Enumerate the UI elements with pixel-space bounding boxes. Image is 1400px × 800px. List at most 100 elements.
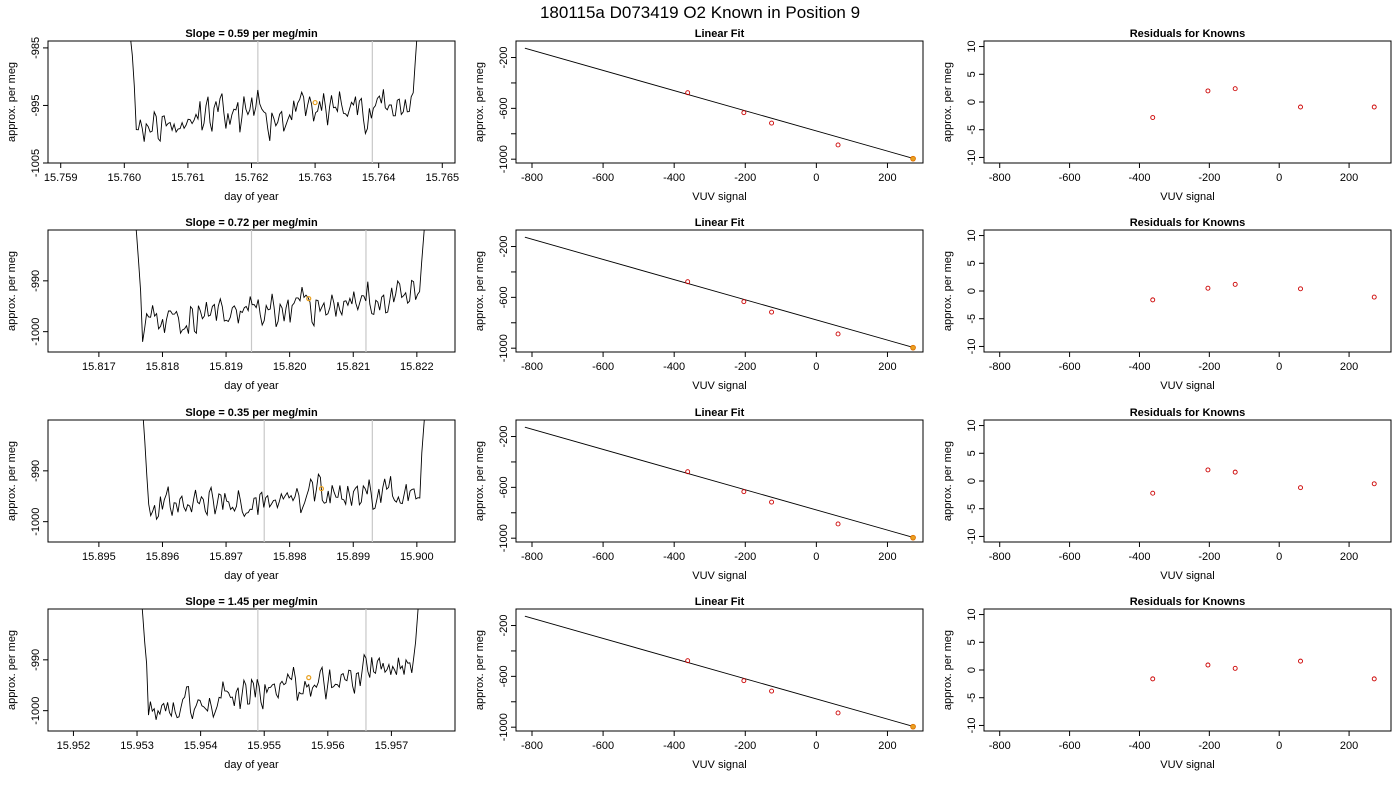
x-axis-label: VUV signal: [1160, 570, 1214, 582]
panel-title: Residuals for Knowns: [1130, 596, 1246, 608]
fit-point: [835, 521, 841, 527]
x-tick-label: -200: [734, 551, 756, 563]
residual-point: [1232, 281, 1238, 287]
plot-frame: [515, 229, 924, 353]
signal-trace: [130, 41, 418, 143]
fit-point: [741, 299, 747, 305]
fit-point: [741, 489, 747, 495]
panel-title: Slope = 0.72 per meg/min: [185, 217, 318, 229]
y-tick-label: 5: [966, 71, 978, 77]
x-tick-label: 15.898: [273, 551, 307, 563]
residual-point: [1150, 676, 1156, 682]
y-tick-label: 5: [966, 450, 978, 456]
y-tick-label: -1000: [30, 697, 42, 725]
panel-r3c2: Linear Fit -800 -600 -400 -200 0 200 -1000 -600 -…: [474, 407, 924, 582]
plot-frame: [47, 419, 456, 543]
figure-title: 180115a D073419 O2 Known in Position 9: [540, 3, 860, 22]
y-tick-label: -5: [966, 504, 978, 514]
plot-frame: [983, 608, 1392, 732]
panel-title: Slope = 0.35 per meg/min: [185, 407, 318, 419]
fit-point: [685, 658, 691, 664]
x-axis-label: VUV signal: [692, 380, 746, 392]
x-tick-label: -200: [734, 172, 756, 184]
y-axis-label: approx. per meg: [942, 441, 954, 521]
panel-r4c2: Linear Fit -800 -600 -400 -200 0 200 -1000 -600 -…: [474, 596, 924, 771]
y-tick-label: 10: [966, 40, 978, 52]
plot-area: [524, 47, 916, 162]
x-tick-label: 15.955: [247, 740, 281, 752]
y-tick-label: 0: [966, 288, 978, 294]
x-tick-label: 15.762: [235, 172, 269, 184]
x-tick-label: 15.819: [209, 361, 243, 373]
panel-r1c2: Linear Fit -800 -600 -400 -200 0 200 -1000 -600 -…: [474, 28, 924, 203]
x-tick-label: 15.763: [298, 172, 332, 184]
x-tick-label: 0: [813, 172, 819, 184]
fit-line: [524, 615, 915, 728]
x-tick-label: 15.765: [425, 172, 459, 184]
fit-point: [835, 710, 841, 716]
x-tick-label: 15.764: [362, 172, 396, 184]
x-tick-label: -200: [1198, 551, 1220, 563]
y-tick-label: 0: [966, 478, 978, 484]
plot-frame: [515, 419, 924, 543]
residual-point: [1232, 86, 1238, 92]
x-tick-label: 15.761: [171, 172, 205, 184]
current-point-marker: [318, 486, 325, 492]
x-tick-label: 15.900: [400, 551, 434, 563]
y-tick-label: -200: [498, 236, 510, 258]
x-tick-label: -200: [734, 740, 756, 752]
y-tick-label: -995: [30, 94, 42, 116]
x-tick-label: -800: [521, 551, 543, 563]
x-tick-label: 15.760: [107, 172, 141, 184]
plot-area: [141, 609, 419, 731]
x-axis-label: day of year: [224, 380, 279, 392]
x-tick-label: 15.820: [273, 361, 307, 373]
y-tick-label: 10: [966, 419, 978, 431]
y-axis-label: approx. per meg: [6, 251, 18, 331]
x-tick-label: -600: [1059, 172, 1081, 184]
panel-r2c3: Residuals for Knowns -800 -600 -400 -200 0 200…: [942, 217, 1392, 392]
y-tick-label: -10: [966, 718, 978, 734]
x-tick-label: 15.817: [82, 361, 116, 373]
y-axis-label: approx. per meg: [942, 630, 954, 710]
y-axis-label: approx. per meg: [942, 251, 954, 331]
fit-point: [741, 678, 747, 684]
x-axis-label: day of year: [224, 759, 279, 771]
fit-point: [685, 469, 691, 475]
y-tick-label: -5: [966, 125, 978, 135]
x-tick-label: -400: [663, 172, 685, 184]
fit-point: [741, 110, 747, 116]
panel-r3c1: Slope = 0.35 per meg/min 15.895 15.896 15.8…: [6, 407, 456, 582]
plot-frame: [47, 608, 456, 732]
x-tick-label: -400: [1128, 361, 1150, 373]
residual-point: [1371, 104, 1377, 110]
y-tick-label: 5: [966, 260, 978, 266]
x-tick-label: 15.956: [311, 740, 345, 752]
panel-title: Residuals for Knowns: [1130, 217, 1246, 229]
panel-r1c3: Residuals for Knowns -800 -600 -400 -200 0 200…: [942, 28, 1392, 203]
panel-r2c2: Linear Fit -800 -600 -400 -200 0 200 -1000 -600 -…: [474, 217, 924, 392]
x-tick-label: 15.818: [146, 361, 180, 373]
y-axis-label: approx. per meg: [6, 441, 18, 521]
plot-frame: [983, 40, 1392, 164]
x-axis-label: VUV signal: [692, 570, 746, 582]
residual-point: [1298, 104, 1303, 110]
y-tick-label: -600: [498, 97, 510, 119]
residual-point: [1371, 676, 1377, 682]
x-tick-label: -600: [592, 740, 614, 752]
fit-point: [685, 279, 691, 285]
y-tick-label: 0: [966, 99, 978, 105]
y-tick-label: 0: [966, 667, 978, 673]
panel-title: Linear Fit: [695, 217, 745, 229]
x-axis-label: VUV signal: [1160, 759, 1214, 771]
x-tick-label: -600: [592, 172, 614, 184]
fit-point: [769, 688, 775, 694]
x-tick-label: 0: [813, 740, 819, 752]
fit-line: [524, 47, 915, 160]
residual-point: [1150, 115, 1156, 120]
y-tick-label: -5: [966, 693, 978, 703]
x-tick-label: 15.954: [184, 740, 218, 752]
fit-point: [910, 155, 916, 162]
x-tick-label: -800: [521, 172, 543, 184]
y-tick-label: 5: [966, 639, 978, 645]
